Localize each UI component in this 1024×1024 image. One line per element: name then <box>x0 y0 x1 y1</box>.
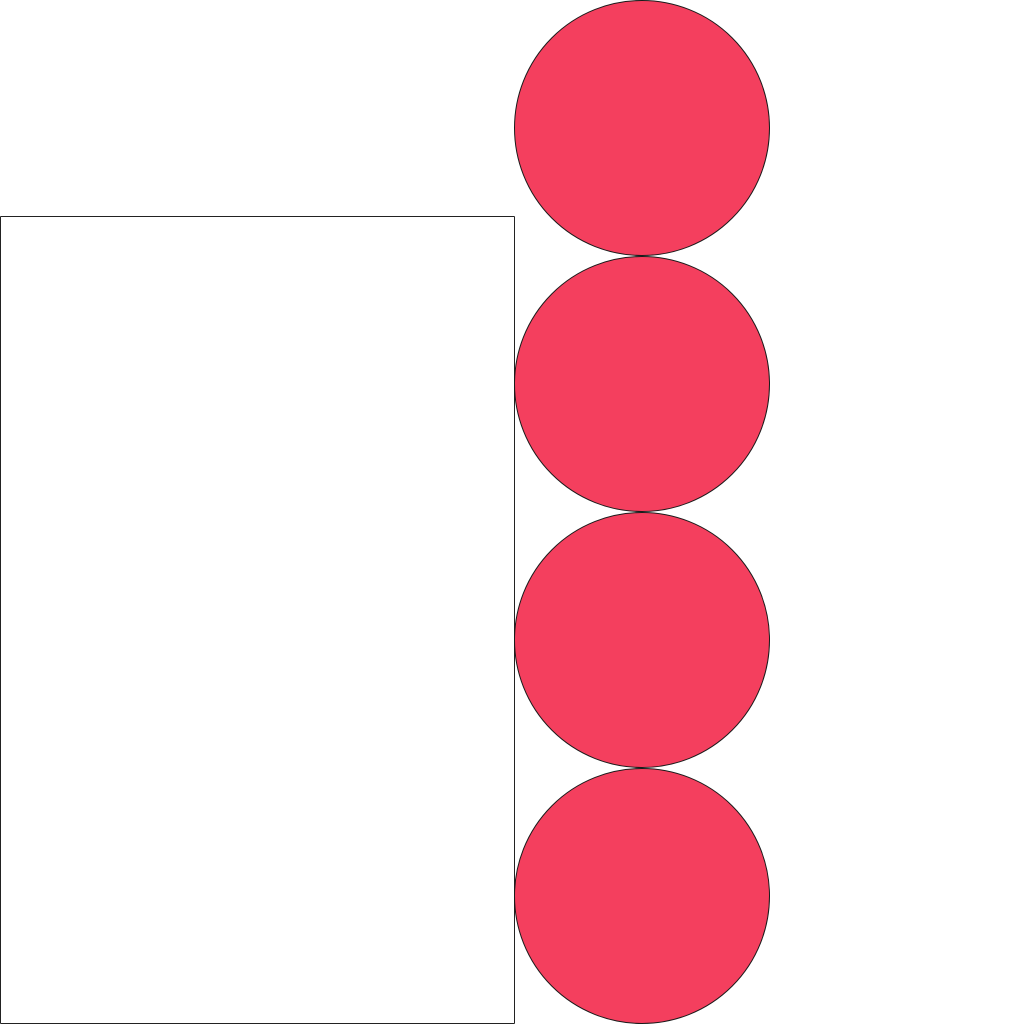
empty-panel-rectangle <box>0 216 515 1024</box>
circle-2 <box>514 256 770 512</box>
circle-4 <box>514 768 770 1024</box>
circle-1 <box>514 0 770 256</box>
circle-stack <box>514 0 770 1024</box>
circle-3 <box>514 512 770 768</box>
